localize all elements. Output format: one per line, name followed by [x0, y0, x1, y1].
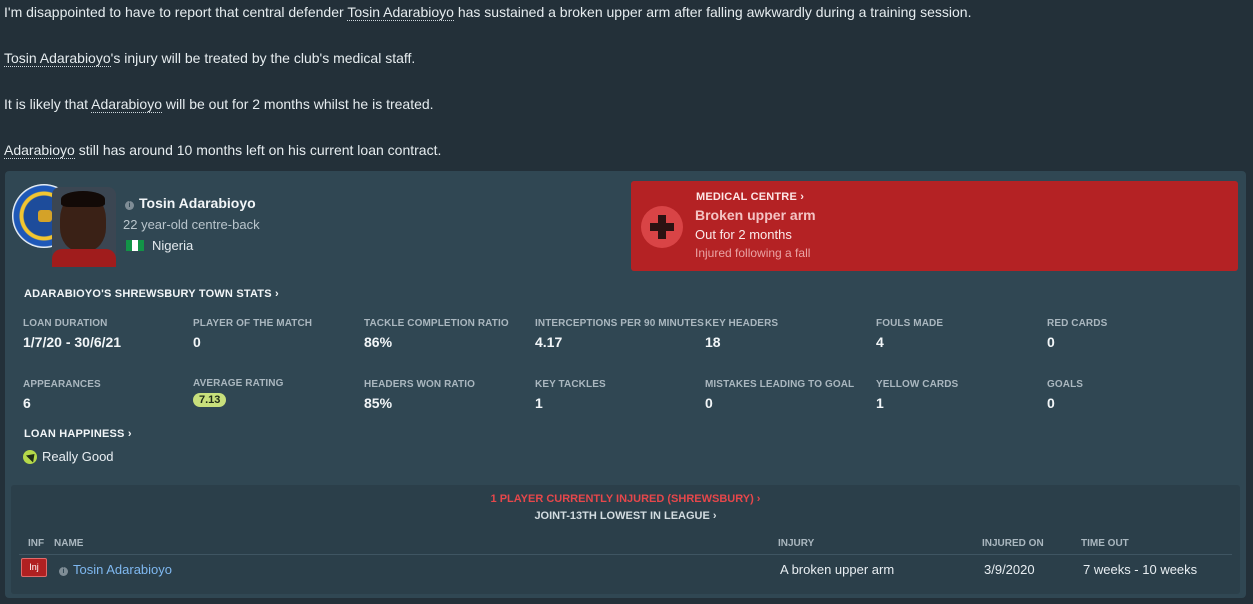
- news-paragraph-2: Tosin Adarabioyo's injury will be treate…: [4, 50, 416, 67]
- stat-headers-ratio: HEADERS WON RATIO 85%: [364, 379, 475, 411]
- stat-key-headers: KEY HEADERS 18: [705, 318, 779, 350]
- medical-centre-link[interactable]: MEDICAL CENTRE ›: [696, 191, 805, 203]
- news-paragraph-1: I'm disappointed to have to report that …: [4, 4, 972, 21]
- injury-cause: Injured following a fall: [695, 246, 811, 260]
- league-rank-link[interactable]: JOINT-13TH LOWEST IN LEAGUE ›: [534, 510, 717, 522]
- stat-fouls-made: FOULS MADE 4: [876, 318, 944, 350]
- news-paragraph-3: It is likely that Adarabioyo will be out…: [4, 96, 434, 113]
- stat-player-of-the-match: PLAYER OF THE MATCH 0: [193, 318, 313, 350]
- info-icon[interactable]: i: [59, 567, 68, 576]
- nigeria-flag-icon: [126, 240, 144, 251]
- medical-centre-card[interactable]: MEDICAL CENTRE › Broken upper arm Out fo…: [631, 181, 1238, 271]
- stat-tackle-ratio: TACKLE COMPLETION RATIO 86%: [364, 318, 509, 350]
- row-injured-on: 3/9/2020: [984, 562, 1035, 577]
- happiness-arrow-icon: [23, 450, 37, 464]
- injured-players-table: 1 PLAYER CURRENTLY INJURED (SHREWSBURY) …: [11, 485, 1240, 594]
- row-time-out: 7 weeks - 10 weeks: [1083, 562, 1198, 577]
- stat-interceptions: INTERCEPTIONS PER 90 MINUTES 4.17: [535, 318, 704, 350]
- table-divider: [19, 554, 1232, 555]
- news-paragraph-4: Adarabioyo still has around 10 months le…: [4, 142, 442, 159]
- col-time-out[interactable]: TIME OUT: [1081, 538, 1129, 549]
- stat-red-cards: RED CARDS 0: [1047, 318, 1108, 350]
- player-link[interactable]: Adarabioyo: [91, 96, 162, 113]
- col-injury[interactable]: INJURY: [778, 538, 815, 549]
- stat-appearances: APPEARANCES 6: [23, 379, 101, 411]
- col-inf[interactable]: INF: [28, 538, 45, 549]
- player-panel: i Tosin Adarabioyo 22 year-old centre-bac…: [5, 171, 1246, 598]
- player-description: 22 year-old centre-back: [123, 217, 260, 232]
- info-icon[interactable]: i: [125, 201, 134, 210]
- stat-goals: GOALS 0: [1047, 379, 1084, 411]
- injury-badge: Inj: [21, 558, 47, 577]
- club-stats-link[interactable]: ADARABIOYO'S SHREWSBURY TOWN STATS ›: [24, 288, 279, 300]
- stat-mistakes: MISTAKES LEADING TO GOAL 0: [705, 379, 855, 411]
- loan-happiness-link[interactable]: LOAN HAPPINESS ›: [24, 428, 132, 440]
- stat-loan-duration: LOAN DURATION 1/7/20 - 30/6/21: [23, 318, 122, 350]
- row-injury: A broken upper arm: [780, 562, 895, 577]
- injury-name: Broken upper arm: [695, 207, 816, 223]
- stat-yellow-cards: YELLOW CARDS 1: [876, 379, 959, 411]
- injury-duration: Out for 2 months: [695, 227, 792, 242]
- medical-cross-icon: [641, 206, 683, 248]
- player-link[interactable]: Tosin Adarabioyo: [347, 4, 454, 21]
- player-link[interactable]: Adarabioyo: [4, 142, 75, 159]
- player-photo[interactable]: [52, 187, 116, 267]
- player-nationality: Nigeria: [126, 238, 193, 253]
- stat-key-tackles: KEY TACKLES 1: [535, 379, 606, 411]
- rating-badge: 7.13: [193, 393, 227, 407]
- loan-happiness-value: Really Good: [23, 449, 114, 464]
- col-injured-on[interactable]: INJURED ON: [982, 538, 1044, 549]
- row-player-name[interactable]: i Tosin Adarabioyo: [59, 562, 172, 577]
- injured-count-link[interactable]: 1 PLAYER CURRENTLY INJURED (SHREWSBURY) …: [490, 493, 761, 505]
- player-name[interactable]: i Tosin Adarabioyo: [125, 195, 256, 211]
- col-name[interactable]: NAME: [54, 538, 84, 549]
- player-link[interactable]: Tosin Adarabioyo: [4, 50, 111, 67]
- stat-average-rating: AVERAGE RATING 7.13: [193, 378, 284, 407]
